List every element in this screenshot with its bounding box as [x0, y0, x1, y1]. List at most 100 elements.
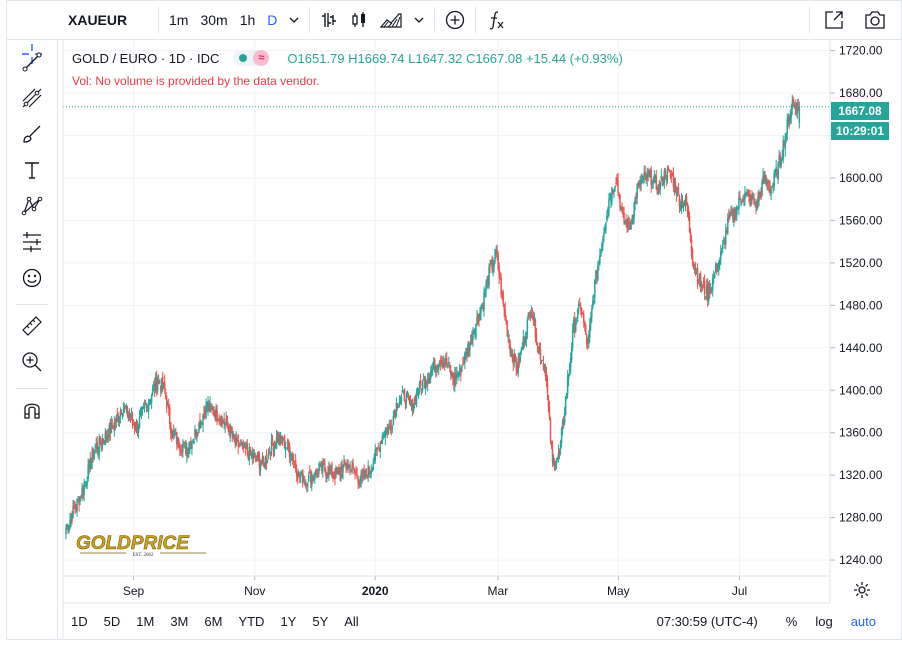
candle-body [364, 470, 366, 479]
settings-gear-icon[interactable] [852, 580, 872, 600]
candle-body [644, 171, 646, 175]
percent-toggle[interactable]: % [785, 614, 798, 629]
candle-body [113, 422, 116, 432]
candle-body [603, 233, 605, 238]
fib-tool-icon[interactable] [18, 84, 46, 112]
candle-body [686, 202, 689, 213]
legend-title[interactable]: GOLD / EURO · 1D · IDC [72, 50, 220, 66]
candle-body [470, 334, 472, 345]
candle-body [616, 181, 618, 183]
interval-1h[interactable]: 1h [239, 11, 256, 28]
candle-body [780, 159, 782, 166]
candle-body [174, 434, 176, 436]
candle-body [728, 215, 730, 219]
interval-30m[interactable]: 30m [200, 11, 228, 28]
range-1y[interactable]: 1Y [280, 614, 297, 629]
candle-body [275, 437, 278, 449]
candle-body [638, 180, 640, 185]
compare-add-icon[interactable] [439, 0, 471, 40]
indicators-fx-icon[interactable] [480, 0, 512, 40]
candle-body [647, 170, 649, 175]
candle-body [699, 273, 702, 287]
candle-body [295, 468, 298, 477]
candle-body [407, 395, 410, 397]
candle-body [328, 468, 330, 475]
candle-body [480, 309, 482, 314]
candle-body [408, 396, 411, 400]
candle-body [65, 528, 67, 535]
candle-body [222, 419, 224, 421]
candle-body [606, 216, 608, 221]
ruler-icon[interactable] [18, 312, 46, 340]
x-tick-label: Mar [488, 584, 509, 598]
bar-style-icon[interactable] [314, 0, 344, 40]
candle-body [93, 449, 95, 459]
candle-body [779, 154, 781, 164]
prediction-tool-icon[interactable] [18, 228, 46, 256]
crosshair-icon[interactable] [18, 40, 46, 68]
candle-body [259, 464, 262, 471]
interval-d[interactable]: D [267, 11, 278, 28]
candle-body [319, 464, 321, 467]
area-style-icon[interactable] [374, 0, 408, 40]
candle-body [118, 417, 121, 423]
candle-body [602, 239, 604, 246]
candle-body [253, 453, 256, 455]
candle-body [121, 412, 124, 416]
range-ytd[interactable]: YTD [238, 614, 265, 629]
candle-body [400, 395, 403, 402]
market-status-pill[interactable]: ≈ [233, 50, 270, 66]
time-zone-display[interactable]: 07:30:59 (UTC-4) [656, 614, 758, 629]
candle-body [375, 449, 378, 451]
candle-body [115, 415, 118, 422]
candle-body [173, 430, 175, 433]
symbol-search[interactable]: XAUEUR [68, 11, 128, 28]
open-external-icon[interactable] [814, 0, 854, 40]
candle-body [464, 352, 466, 363]
trend-line-icon[interactable] [18, 48, 46, 76]
candle-body [420, 388, 423, 392]
text-tool-icon[interactable] [18, 156, 46, 184]
magnet-icon[interactable] [18, 396, 46, 424]
candle-body [67, 525, 69, 530]
pattern-tool-icon[interactable] [18, 192, 46, 220]
candle-body [778, 155, 780, 161]
candle-body [563, 413, 566, 424]
candle-body [542, 362, 545, 370]
range-1m[interactable]: 1M [136, 614, 155, 629]
candle-body [103, 443, 106, 446]
candle-body [418, 382, 421, 394]
chart-style-chevron-icon[interactable] [408, 0, 430, 40]
candle-body [484, 292, 486, 294]
candle-body [516, 367, 519, 373]
candle-body [255, 459, 258, 461]
candle-body [142, 406, 145, 410]
range-5d[interactable]: 5D [103, 614, 121, 629]
auto-scale-toggle[interactable]: auto [850, 614, 876, 629]
candle-body [164, 392, 167, 397]
range-all[interactable]: All [344, 614, 359, 629]
range-5y[interactable]: 5Y [312, 614, 329, 629]
candles-style-icon[interactable] [344, 0, 374, 40]
log-toggle[interactable]: log [815, 614, 833, 629]
candle-body [117, 417, 120, 421]
candle-body [506, 320, 508, 336]
candle-body [460, 368, 462, 375]
range-3m[interactable]: 3M [170, 614, 189, 629]
candle-body [243, 442, 246, 447]
interval-1m[interactable]: 1m [169, 11, 189, 28]
candle-body [318, 468, 320, 474]
candle-body [536, 342, 539, 346]
candle-body [513, 352, 516, 363]
zoom-in-icon[interactable] [18, 348, 46, 376]
range-6m[interactable]: 6M [204, 614, 223, 629]
candle-body [439, 359, 442, 365]
candle-body [496, 250, 498, 255]
range-1d[interactable]: 1D [71, 614, 88, 629]
candle-body [642, 175, 644, 181]
brush-icon[interactable] [18, 120, 46, 148]
candle-body [102, 438, 105, 443]
interval-dropdown-chevron-icon[interactable] [283, 0, 305, 40]
smiley-icon[interactable] [18, 264, 46, 292]
camera-icon[interactable] [854, 0, 896, 40]
